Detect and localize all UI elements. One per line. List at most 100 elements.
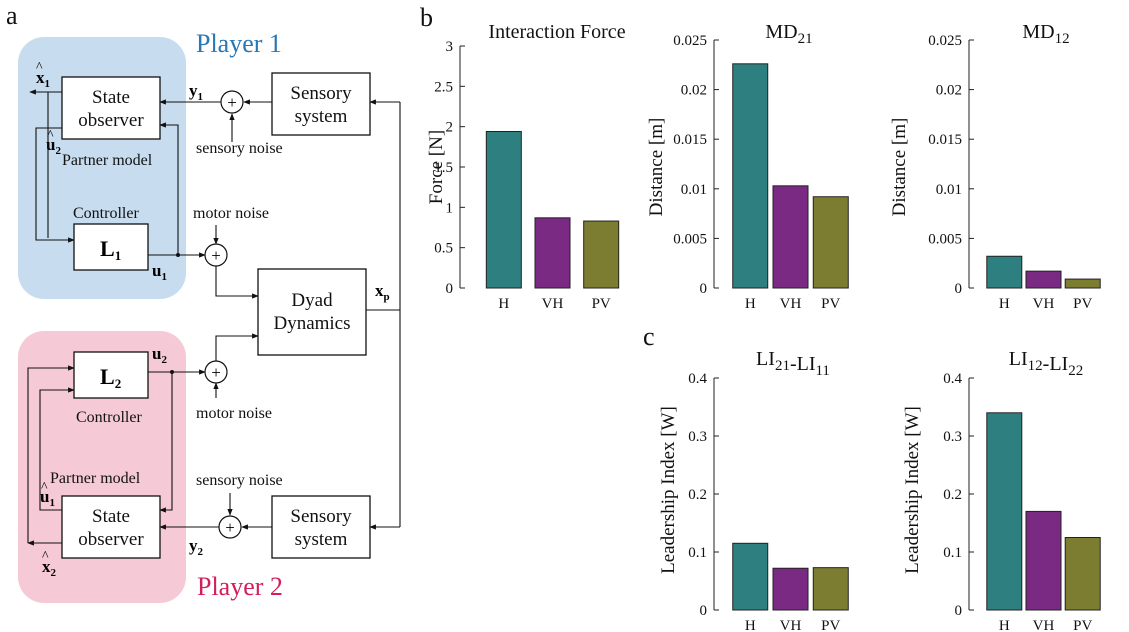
player2-title: Player 2 bbox=[197, 572, 283, 601]
sum-junction-sensory-1: + bbox=[220, 90, 244, 114]
y-tick-label: 0.015 bbox=[673, 132, 707, 148]
xp-label: xp bbox=[375, 281, 390, 303]
motor-noise-1-label: motor noise bbox=[193, 205, 269, 222]
panel-label-b: b bbox=[420, 3, 433, 32]
x-tick-label: H bbox=[498, 296, 509, 312]
chart-title: Interaction Force bbox=[488, 21, 625, 43]
block-diagram: a Player 1 Player 2 State observer Senso… bbox=[6, 1, 401, 603]
state-observer-1-line2: observer bbox=[78, 110, 144, 131]
u2hat-label: u2 bbox=[46, 135, 61, 157]
x-tick-label: PV bbox=[821, 618, 840, 632]
y-axis-label: Distance [m] bbox=[889, 118, 910, 217]
y-tick-label: 0.01 bbox=[936, 182, 962, 198]
sum-junction-motor-2: + bbox=[204, 360, 228, 384]
L1-label: L1 bbox=[100, 236, 121, 263]
bar-vh bbox=[772, 185, 809, 289]
chart-5: 0 0.1 0.2 0.3 0.4 H VH PV LI12-LI22 Leadership In… bbox=[902, 348, 1101, 632]
y-tick-label: 0.3 bbox=[688, 429, 707, 445]
y-tick-label: 1 bbox=[446, 200, 454, 216]
y-tick-label: 0.1 bbox=[943, 545, 962, 561]
bar-h bbox=[986, 255, 1023, 289]
state-observer-2-line1: State bbox=[92, 506, 130, 527]
y-tick-label: 0.4 bbox=[688, 371, 707, 387]
sensory-system-2-line1: Sensory bbox=[290, 506, 352, 527]
u2-label: u2 bbox=[152, 344, 167, 366]
chart-4: 0 0.1 0.2 0.3 0.4 H VH PV LI21-LI11 Leadership In… bbox=[658, 348, 849, 632]
y-tick-label: 0.005 bbox=[928, 231, 962, 247]
svg-text:+: + bbox=[225, 518, 235, 537]
sensory-system-2-line2: system bbox=[295, 529, 348, 550]
bar-pv bbox=[1064, 278, 1101, 289]
dyad-dynamics-line1: Dyad bbox=[291, 290, 333, 311]
y-tick-label: 0.2 bbox=[943, 487, 962, 503]
bar-pv bbox=[583, 220, 620, 289]
sum-junction-motor-1: + bbox=[204, 243, 228, 267]
controller-L2-block bbox=[73, 351, 149, 399]
panel-label-a: a bbox=[6, 1, 18, 30]
y-axis-label: Leadership Index [W] bbox=[658, 406, 679, 574]
dyad-dynamics-block bbox=[257, 268, 367, 356]
x1hat-hat: ^ bbox=[36, 60, 43, 75]
u1hat-label: u1 bbox=[40, 487, 55, 509]
y-tick-label: 2.5 bbox=[434, 79, 453, 95]
motor-noise-2-label: motor noise bbox=[196, 405, 272, 422]
x-tick-label: PV bbox=[1073, 618, 1092, 632]
y-tick-label: 3 bbox=[446, 39, 454, 55]
y-axis-label: Leadership Index [W] bbox=[902, 406, 923, 574]
bar-pv bbox=[812, 567, 849, 611]
y-tick-label: 0.5 bbox=[434, 241, 453, 257]
state-observer-2-block bbox=[61, 495, 161, 559]
y-tick-label: 0.02 bbox=[936, 83, 962, 99]
y-tick-label: 0.2 bbox=[688, 487, 707, 503]
bar-pv bbox=[1064, 537, 1101, 611]
y-axis-label: Force [N] bbox=[426, 130, 447, 204]
sensory-system-1-line2: system bbox=[295, 106, 348, 127]
y-tick-label: 0 bbox=[700, 603, 708, 619]
diagram-wires bbox=[27, 89, 401, 546]
y-tick-label: 0.01 bbox=[681, 182, 707, 198]
x1hat-label: x1 bbox=[36, 68, 50, 90]
controller-2-label: Controller bbox=[76, 409, 142, 426]
y-tick-label: 0.4 bbox=[943, 371, 962, 387]
y2-label: y2 bbox=[189, 536, 204, 558]
bar-h bbox=[732, 542, 769, 611]
chart-title: LI12-LI22 bbox=[1009, 348, 1083, 379]
state-observer-2-line2: observer bbox=[78, 529, 144, 550]
bar-vh bbox=[772, 567, 809, 611]
y-tick-label: 1.5 bbox=[434, 160, 453, 176]
y1-label: y1 bbox=[189, 81, 203, 103]
y-tick-label: 2 bbox=[446, 120, 454, 136]
y-axis-label: Distance [m] bbox=[646, 118, 667, 217]
y-tick-label: 0 bbox=[446, 281, 454, 297]
chart-title: MD12 bbox=[1022, 21, 1069, 47]
bar-h bbox=[986, 412, 1023, 611]
x-tick-label: PV bbox=[1073, 296, 1092, 312]
sensory-noise-1-label: sensory noise bbox=[196, 140, 283, 157]
bar-pv bbox=[812, 196, 849, 289]
x-tick-label: H bbox=[999, 618, 1010, 632]
partner-model-1-label: Partner model bbox=[62, 152, 153, 169]
x-tick-label: VH bbox=[780, 296, 802, 312]
controller-1-label: Controller bbox=[73, 205, 139, 222]
dyad-dynamics-line2: Dynamics bbox=[273, 313, 350, 334]
x-tick-label: VH bbox=[780, 618, 802, 632]
bar-h bbox=[485, 131, 522, 289]
u2hat-hat: ^ bbox=[47, 128, 54, 143]
x2hat-label: x2 bbox=[42, 557, 57, 579]
x-tick-label: PV bbox=[592, 296, 611, 312]
state-observer-1-block bbox=[61, 76, 161, 140]
y-tick-label: 0.005 bbox=[673, 231, 707, 247]
y-tick-label: 0.015 bbox=[928, 132, 962, 148]
x-tick-label: VH bbox=[542, 296, 564, 312]
y-tick-label: 0 bbox=[955, 281, 963, 297]
u1-label: u1 bbox=[152, 261, 167, 283]
player1-title: Player 1 bbox=[196, 29, 282, 58]
y-tick-label: 0.02 bbox=[681, 83, 707, 99]
chart-title: MD21 bbox=[765, 21, 812, 47]
y-tick-label: 0 bbox=[700, 281, 708, 297]
chart-3: 0 0.005 0.01 0.015 0.02 0.025 H VH PV MD12 Distanc… bbox=[889, 21, 1101, 312]
svg-text:+: + bbox=[227, 93, 237, 112]
x-tick-label: H bbox=[745, 296, 756, 312]
bar-vh bbox=[534, 217, 571, 289]
